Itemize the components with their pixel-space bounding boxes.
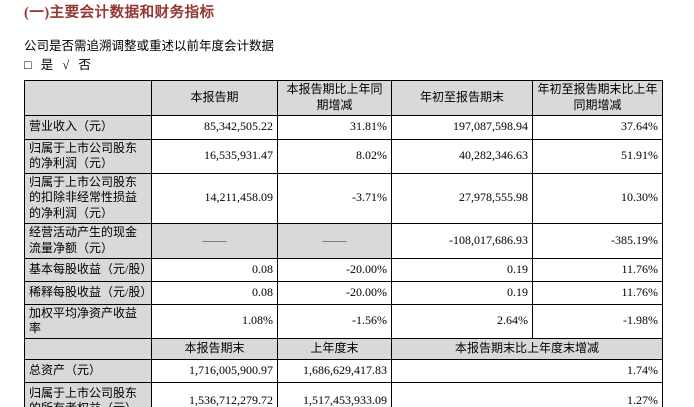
value-cell: 1,686,629,417.83 [277,358,392,383]
metric-label: 总资产（元） [24,358,152,383]
value-cell: 1,517,453,933.09 [277,381,392,407]
table-row-net-profit: 归属于上市公司股东的净利润（元） 16,535,931.47 8.02% 40,… [24,138,663,174]
value-cell: 14,211,458.09 [151,172,278,224]
column-header-current-period: 本报告期 [151,80,278,116]
table-header-row-yearend: 本报告期末 上年度末 本报告期末比上年度末增减 [24,337,663,360]
value-cell: 10.30% [532,172,663,224]
restatement-answer: □ 是 √ 否 [24,58,694,73]
no-label: 否 [78,58,91,73]
value-cell: 0.19 [391,257,533,282]
value-cell: 8.02% [277,138,392,174]
metric-label: 加权平均净资产收益率 [24,303,152,339]
value-cell-na: —— [277,222,392,259]
table-row-total-assets: 总资产（元） 1,716,005,900.97 1,686,629,417.83… [24,358,663,383]
table-row-diluted-eps: 稀释每股收益（元/股） 0.08 -20.00% 0.19 11.76% [24,280,663,305]
value-cell: 27,978,555.98 [391,172,533,224]
value-cell: 1.74% [391,358,663,383]
table-row-net-profit-excl-nonrecurring: 归属于上市公司股东的扣除非经常性损益的净利润（元） 14,211,458.09 … [24,172,663,224]
column-header-ytd-yoy-change: 年初至报告期末比上年同期增减 [532,80,663,116]
value-cell: 11.76% [532,257,663,282]
value-cell-na: —— [151,222,278,259]
value-cell: 16,535,931.47 [151,138,278,174]
yes-label: 是 [40,58,54,73]
value-cell: 1,536,712,279.72 [151,381,278,407]
value-cell: 1.08% [151,303,278,339]
value-cell: 2.64% [391,303,533,339]
table-row-basic-eps: 基本每股收益（元/股） 0.08 -20.00% 0.19 11.76% [24,257,663,282]
column-header-blank [24,337,152,360]
value-cell: -20.00% [277,280,392,305]
metric-label: 归属于上市公司股东的净利润（元） [24,138,152,174]
value-cell: -385.19% [532,222,663,259]
value-cell: 1.27% [391,381,663,407]
value-cell: 85,342,505.22 [151,114,278,140]
value-cell: -1.98% [532,303,663,339]
value-cell: 0.08 [151,280,278,305]
column-header-ytd: 年初至报告期末 [391,80,533,116]
table-row-revenue: 营业收入（元） 85,342,505.22 31.81% 197,087,598… [24,114,663,140]
metric-label: 经营活动产生的现金流量净额（元） [24,222,152,259]
metric-label: 归属于上市公司股东的所有者权益（元） [24,381,152,407]
table-header-row-period: 本报告期 本报告期比上年同期增减 年初至报告期末 年初至报告期末比上年同期增减 [24,80,663,116]
metric-label: 基本每股收益（元/股） [24,257,152,282]
value-cell: -1.56% [277,303,392,339]
column-header-period-yoy-change: 本报告期比上年同期增减 [277,80,392,116]
table-row-owners-equity: 归属于上市公司股东的所有者权益（元） 1,536,712,279.72 1,51… [24,381,663,407]
table-row-operating-cash-flow: 经营活动产生的现金流量净额（元） —— —— -108,017,686.93 -… [24,222,663,259]
section-title: (一)主要会计数据和财务指标 [24,5,215,21]
value-cell: 0.08 [151,257,278,282]
metric-label: 归属于上市公司股东的扣除非经常性损益的净利润（元） [24,172,152,224]
column-header-change-vs-prior-yearend: 本报告期末比上年度末增减 [391,337,663,360]
restatement-question: 公司是否需追溯调整或重述以前年度会计数据 [24,39,275,54]
value-cell: -3.71% [277,172,392,224]
column-header-prior-yearend: 上年度末 [277,337,392,360]
financial-indicators-table: 本报告期 本报告期比上年同期增减 年初至报告期末 年初至报告期末比上年同期增减 … [24,80,663,407]
value-cell: 11.76% [532,280,663,305]
yes-checkbox-icon: □ [24,58,32,73]
column-header-period-end: 本报告期末 [151,337,278,360]
value-cell: 0.19 [391,280,533,305]
value-cell: 197,087,598.94 [391,114,533,140]
check-mark-icon: √ [62,58,70,73]
value-cell: 51.91% [532,138,663,174]
table-row-weighted-avg-roe: 加权平均净资产收益率 1.08% -1.56% 2.64% -1.98% [24,303,663,339]
value-cell: 40,282,346.63 [391,138,533,174]
value-cell: 1,716,005,900.97 [151,358,278,383]
metric-label: 稀释每股收益（元/股） [24,280,152,305]
value-cell: 37.64% [532,114,663,140]
value-cell: 31.81% [277,114,392,140]
metric-label: 营业收入（元） [24,114,152,140]
value-cell: -20.00% [277,257,392,282]
column-header-blank [24,80,152,116]
value-cell: -108,017,686.93 [391,222,533,259]
